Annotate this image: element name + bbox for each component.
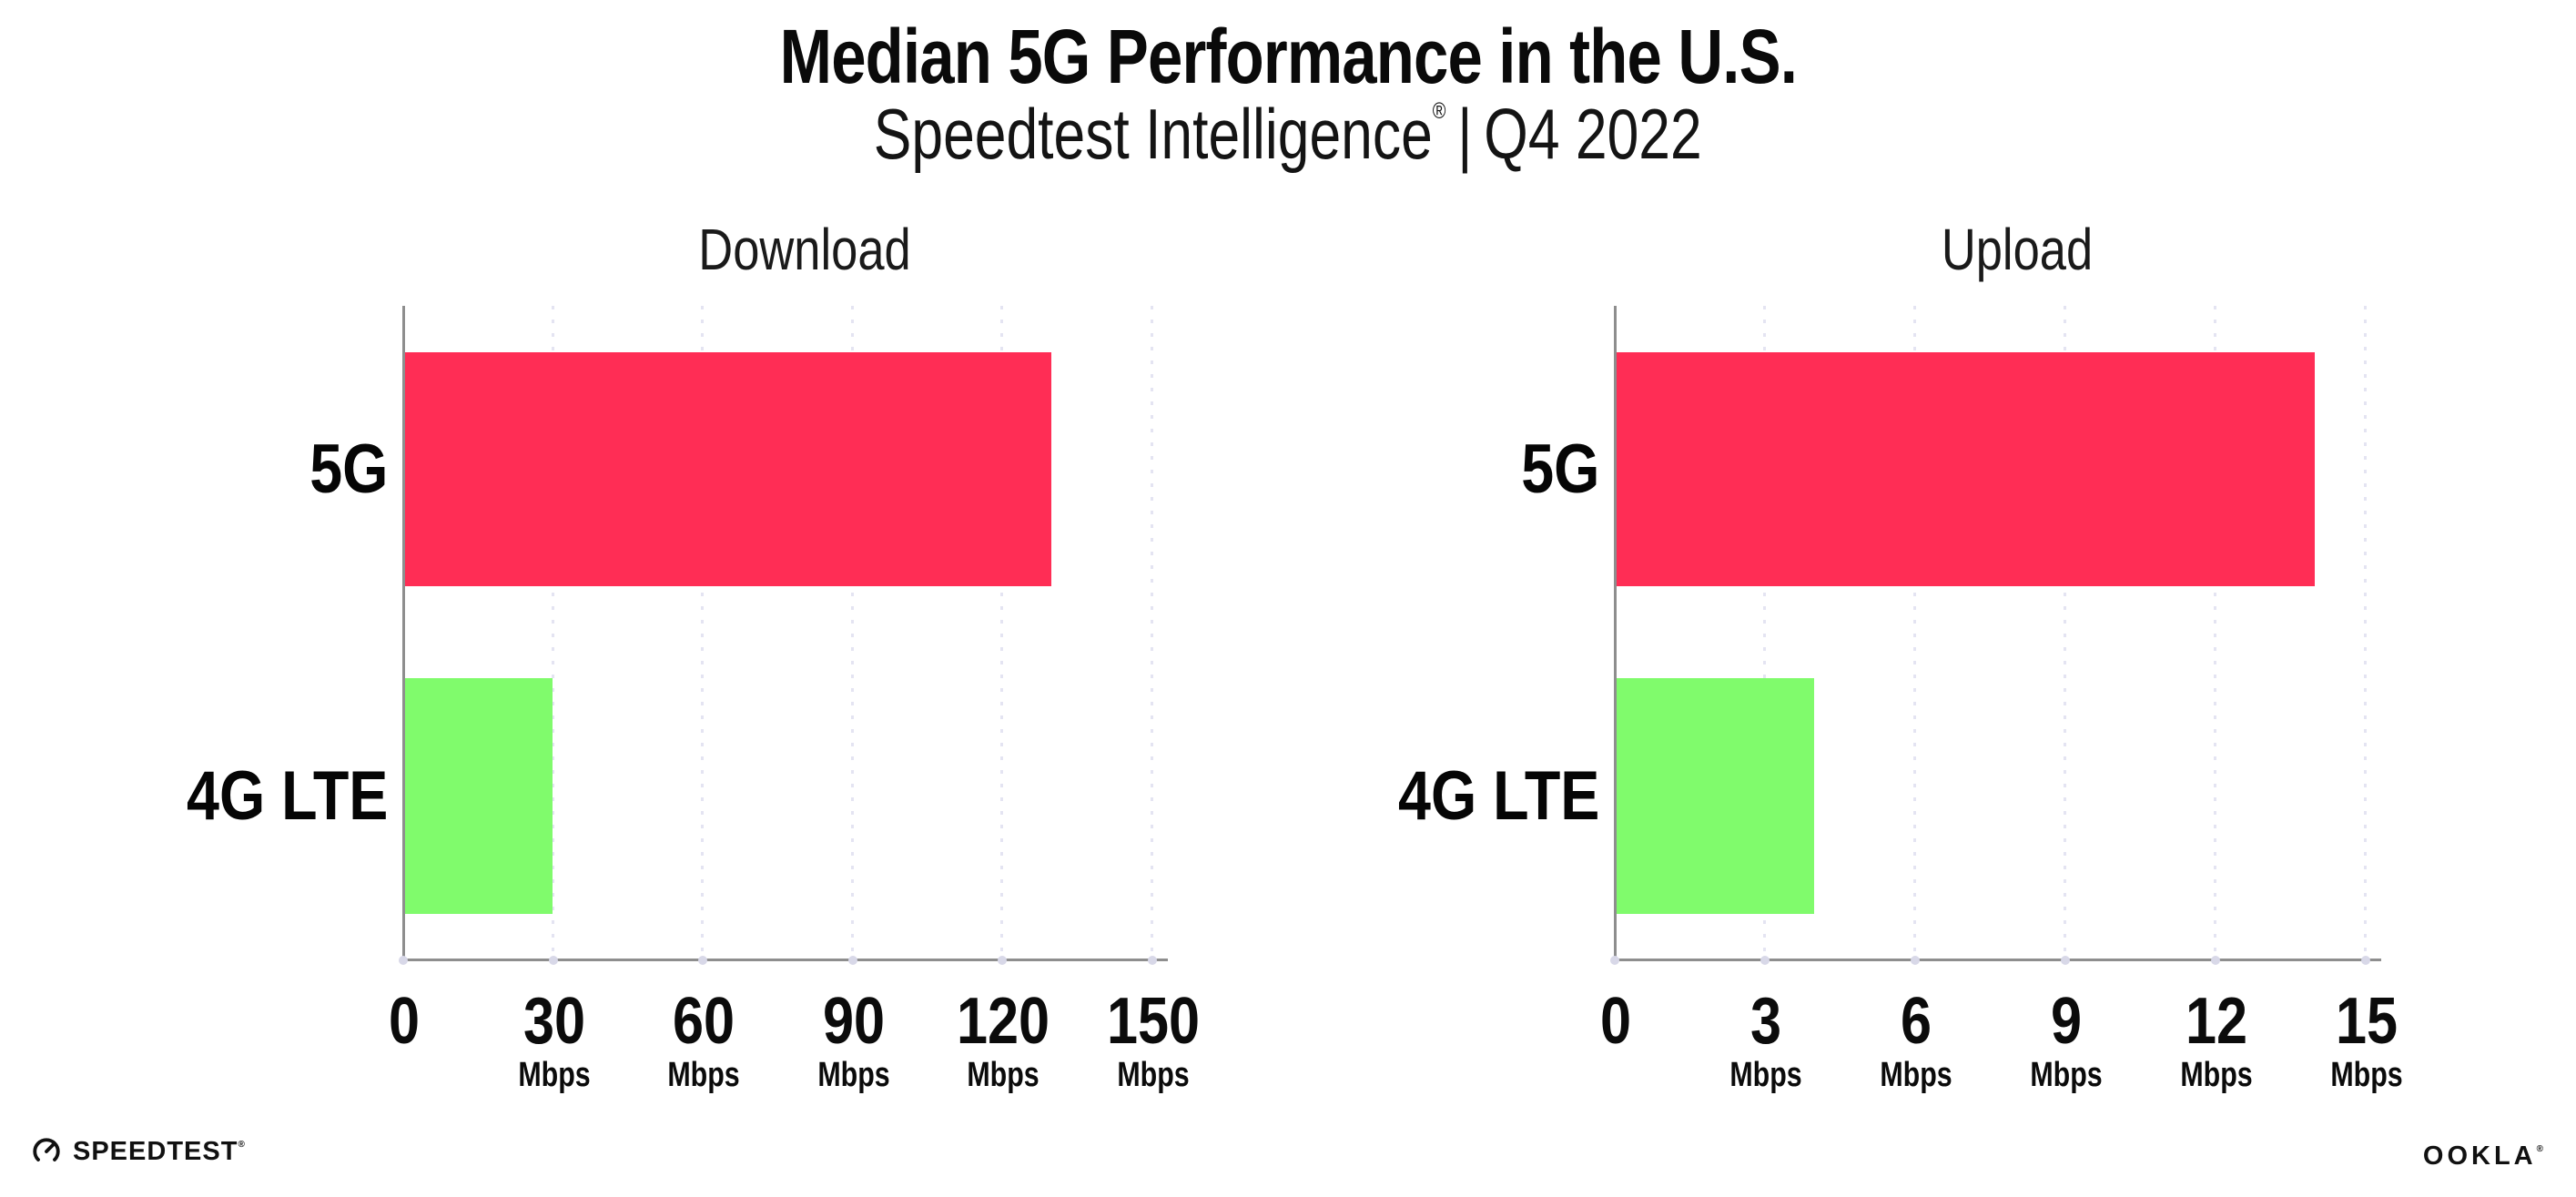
- tick-label-upload-3: 3: [1749, 985, 1782, 1058]
- axis-tick-dot-upload-6: [1911, 956, 1920, 965]
- tick-label-download-0: 0: [388, 985, 421, 1058]
- axis-tick-dot-download-150: [1148, 956, 1157, 965]
- ookla-registered-mark: ®: [2536, 1144, 2543, 1154]
- gridline-download-60: [701, 306, 705, 959]
- axis-tick-dot-upload-3: [1760, 956, 1770, 965]
- ookla-logo: OOKLA®: [2423, 1141, 2543, 1172]
- category-label-upload-5g: 5G: [1520, 430, 1599, 508]
- tick-label-upload-15: 15: [2335, 985, 2399, 1058]
- tick-label-upload-9: 9: [2050, 985, 2083, 1058]
- gridline-download-30: [551, 306, 554, 959]
- page-subtitle-text: Speedtest Intelligence® | Q4 2022: [874, 93, 1702, 176]
- tick-unit-upload-3: Mbps: [1729, 1056, 1802, 1094]
- x-axis-download: [402, 959, 1168, 961]
- tick-unit-upload-15: Mbps: [2330, 1056, 2403, 1094]
- gridline-download-120: [1000, 306, 1004, 959]
- bar-upload-5g: [1614, 352, 2315, 586]
- axis-tick-dot-upload-12: [2211, 956, 2220, 965]
- ookla-wordmark: OOKLA®: [2422, 1141, 2543, 1171]
- tick-label-upload-0: 0: [1599, 985, 1632, 1058]
- gridline-download-150: [1151, 306, 1153, 959]
- tick-label-download-30: 30: [522, 985, 585, 1058]
- gridline-upload-9: [2064, 306, 2066, 959]
- gridline-upload-6: [1913, 306, 1916, 959]
- bar-upload-4g-lte: [1614, 678, 1814, 914]
- y-axis-download: [402, 306, 405, 959]
- category-label-download-5g: 5G: [309, 430, 388, 508]
- axis-tick-dot-upload-0: [1610, 956, 1619, 965]
- tick-unit-upload-6: Mbps: [1880, 1056, 1952, 1094]
- gridline-upload-15: [2364, 306, 2367, 959]
- page-title-text: Median 5G Performance in the U.S.: [779, 14, 1797, 99]
- page-subtitle: Speedtest Intelligence® | Q4 2022: [0, 93, 2576, 176]
- tick-label-download-60: 60: [673, 985, 735, 1058]
- registered-mark-icon: ®: [1433, 98, 1446, 124]
- chart-title-upload: Upload: [1941, 217, 2093, 282]
- speedtest-registered-mark: ®: [238, 1139, 245, 1150]
- subtitle-period: Q4 2022: [1484, 94, 1702, 174]
- gridline-upload-3: [1763, 306, 1766, 959]
- tick-unit-download-120: Mbps: [967, 1056, 1040, 1094]
- axis-tick-dot-download-60: [698, 956, 708, 965]
- tick-label-download-120: 120: [957, 985, 1050, 1058]
- tick-unit-download-60: Mbps: [667, 1056, 740, 1094]
- axis-tick-dot-download-90: [847, 956, 857, 965]
- category-label-download-4g-lte: 4G LTE: [186, 756, 388, 835]
- tick-label-download-150: 150: [1106, 985, 1201, 1058]
- tick-label-upload-6: 6: [1900, 985, 1932, 1058]
- page-title: Median 5G Performance in the U.S.: [0, 13, 2576, 101]
- tick-label-download-90: 90: [822, 985, 885, 1058]
- chart-title-download: Download: [697, 217, 911, 282]
- tick-unit-upload-12: Mbps: [2180, 1056, 2253, 1094]
- gridline-upload-12: [2214, 306, 2216, 959]
- subtitle-divider: |: [1457, 94, 1473, 174]
- gridline-download-90: [850, 306, 854, 959]
- tick-label-upload-12: 12: [2185, 985, 2248, 1058]
- category-label-upload-4g-lte: 4G LTE: [1397, 756, 1599, 835]
- subtitle-brand: Speedtest Intelligence: [874, 94, 1434, 174]
- speedtest-gauge-icon: [33, 1138, 60, 1161]
- bar-download-4g-lte: [402, 678, 553, 914]
- axis-tick-dot-download-30: [548, 956, 558, 965]
- axis-tick-dot-upload-15: [2361, 956, 2370, 965]
- y-axis-upload: [1614, 306, 1617, 959]
- axis-tick-dot-upload-9: [2061, 956, 2070, 965]
- tick-unit-upload-9: Mbps: [2030, 1056, 2103, 1094]
- x-axis-upload: [1614, 959, 2381, 961]
- speedtest-logo: SPEEDTEST®: [31, 1136, 245, 1167]
- tick-unit-download-150: Mbps: [1117, 1056, 1190, 1094]
- tick-unit-download-90: Mbps: [817, 1056, 890, 1094]
- axis-tick-dot-download-0: [399, 956, 408, 965]
- bar-download-5g: [402, 352, 1052, 586]
- speedtest-wordmark: SPEEDTEST®: [73, 1136, 245, 1166]
- tick-unit-download-30: Mbps: [517, 1056, 591, 1094]
- axis-tick-dot-download-120: [998, 956, 1008, 965]
